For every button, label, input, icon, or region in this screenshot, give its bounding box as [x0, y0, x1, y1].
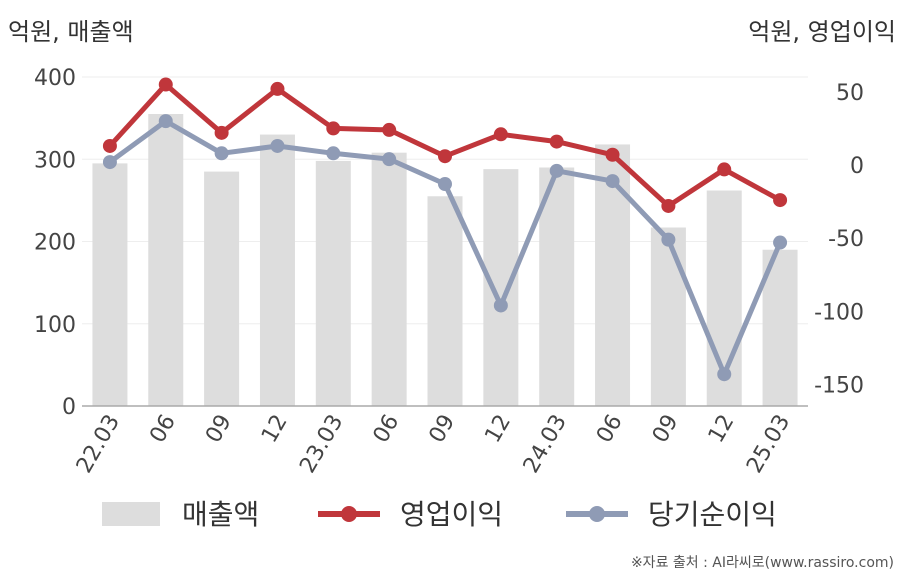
operating-profit-point — [438, 149, 452, 164]
revenue-bar — [204, 171, 240, 406]
x-tick-label: 25.03 — [742, 411, 795, 478]
revenue-bar — [92, 163, 128, 406]
right-tick-label: -150 — [814, 373, 864, 398]
net-income-point — [214, 146, 229, 161]
x-tick-label: 06 — [145, 411, 181, 448]
operating-profit-point — [605, 147, 620, 162]
legend-label: 영업이익 — [400, 498, 503, 531]
revenue-bars — [92, 114, 798, 406]
legend-marker — [341, 506, 357, 522]
net-income-point — [493, 298, 508, 313]
legend-label: 당기순이익 — [648, 498, 777, 531]
x-tick-label: 09 — [648, 411, 684, 448]
x-tick-label: 12 — [480, 411, 516, 448]
net-income-point — [326, 146, 341, 161]
right-tick-label: 50 — [836, 81, 864, 106]
revenue-bar — [539, 167, 575, 406]
net-income-point — [438, 177, 452, 192]
revenue-bar — [259, 134, 295, 406]
net-income-point — [270, 138, 285, 153]
operating-profit-point — [270, 81, 285, 96]
net-income-point — [158, 114, 173, 129]
revenue-bar — [483, 169, 519, 406]
legend-swatch-revenue — [102, 502, 160, 526]
revenue-bar — [148, 114, 184, 406]
legend: 매출액 영업이익 당기순이익 — [102, 498, 777, 531]
left-tick-label: 300 — [34, 148, 76, 173]
left-tick-label: 0 — [62, 395, 76, 420]
left-tick-label: 100 — [34, 313, 76, 338]
source-note: ※자료 출처 : AI라씨로(www.rassiro.com) — [630, 555, 894, 571]
operating-profit-point — [773, 193, 788, 208]
operating-profit-point — [493, 127, 508, 142]
x-tick-label: 06 — [369, 411, 405, 448]
net-income-point — [605, 174, 620, 189]
net-income-point — [773, 235, 788, 250]
legend-marker — [589, 506, 605, 522]
legend-label: 매출액 — [182, 498, 259, 531]
revenue-bar — [427, 196, 463, 406]
revenue-bar — [315, 160, 351, 406]
left-tick-label: 400 — [34, 66, 76, 91]
operating-profit-point — [717, 162, 732, 177]
x-tick-label: 09 — [425, 411, 461, 448]
operating-profit-point — [382, 122, 397, 137]
operating-profit-point — [158, 77, 173, 92]
x-tick-label: 24.03 — [519, 411, 572, 478]
operating-profit-point — [326, 121, 341, 136]
left-axis-title: 억원, 매출액 — [8, 18, 134, 46]
net-income-point — [661, 232, 676, 247]
right-axis-title: 억원, 영업이익 — [748, 18, 896, 46]
x-tick-label: 12 — [704, 411, 740, 448]
right-tick-label: 0 — [850, 154, 864, 179]
net-income-point — [549, 163, 564, 178]
x-tick-label: 23.03 — [295, 411, 348, 478]
x-tick-label: 22.03 — [72, 411, 125, 478]
operating-profit-point — [549, 134, 564, 149]
right-tick-label: -100 — [814, 300, 864, 325]
right-tick-label: -50 — [828, 227, 864, 252]
x-tick-label: 12 — [257, 411, 293, 448]
revenue-bar — [371, 152, 407, 406]
x-tick-label: 09 — [201, 411, 237, 448]
left-tick-label: 200 — [34, 231, 76, 256]
operating-profit-point — [102, 138, 117, 153]
x-tick-label: 06 — [592, 411, 628, 448]
operating-profit-point — [661, 198, 676, 213]
revenue-bar — [650, 227, 686, 406]
net-income-point — [717, 367, 732, 382]
operating-profit-point — [214, 125, 229, 140]
net-income-point — [102, 155, 117, 170]
profit-lines — [102, 77, 788, 382]
net-income-point — [382, 152, 397, 167]
